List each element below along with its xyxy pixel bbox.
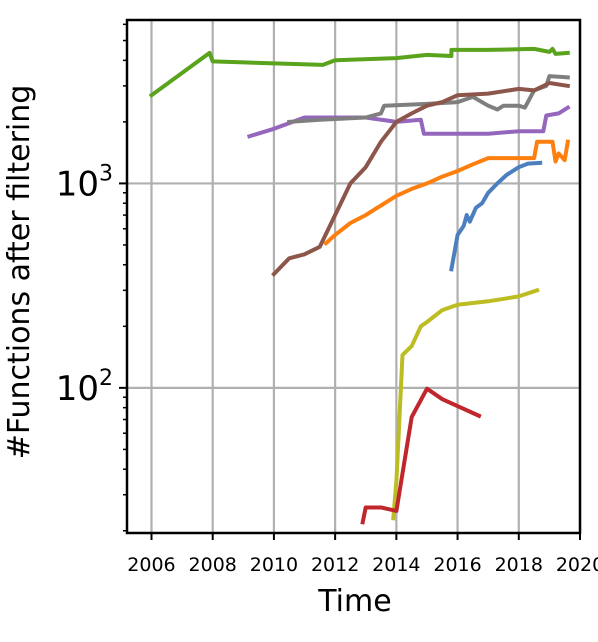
x-tick-label: 2006 [127, 554, 175, 576]
x-tick-label: 2010 [250, 554, 298, 576]
series-line [287, 74, 570, 125]
grid-lines [127, 20, 582, 533]
series-line [246, 104, 571, 139]
x-tick-label: 2012 [311, 554, 359, 576]
y-tick-label: 102 [56, 366, 113, 409]
axis-ticks: 2006 2008 2010 2012 2014 2016 2018 2020 102 103 [56, 23, 598, 576]
x-tick-label: 2008 [189, 554, 237, 576]
axes-frame [125, 18, 582, 535]
series-line [360, 386, 482, 525]
series-line [148, 46, 570, 98]
y-axis-label: #Functions after filtering [2, 85, 37, 460]
x-tick-label: 2018 [495, 554, 543, 576]
series-line [449, 160, 543, 272]
x-tick-label: 2016 [433, 554, 481, 576]
y-tick-label: 103 [56, 161, 113, 204]
x-tick-label: 2020 [556, 554, 598, 576]
series-group [148, 46, 571, 525]
series-line [323, 139, 571, 247]
x-axis-label: Time [317, 584, 391, 619]
series-line [391, 287, 540, 521]
plot-frame [125, 18, 582, 535]
x-tick-label: 2014 [372, 554, 420, 576]
series-line [271, 81, 571, 277]
